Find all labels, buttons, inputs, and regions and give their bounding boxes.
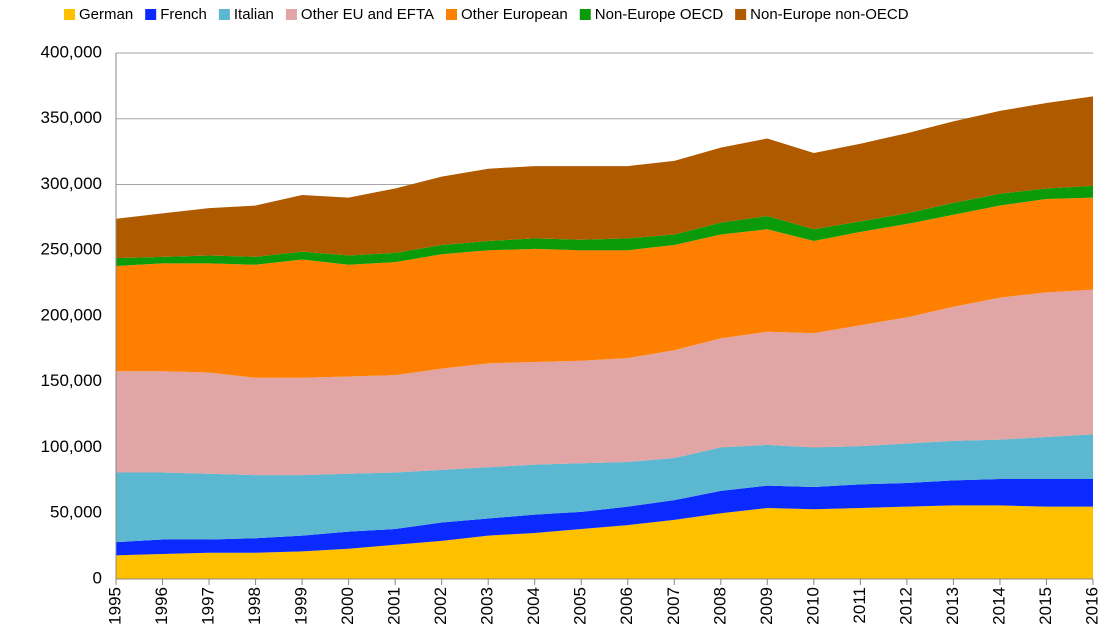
legend-swatch [218, 9, 230, 20]
x-tick-label: 2000 [338, 587, 357, 625]
y-tick-label: 300,000 [41, 174, 102, 193]
legend-label: Italian [234, 6, 274, 23]
x-tick-label: 2014 [989, 587, 1008, 625]
legend-label: French [160, 6, 207, 23]
x-tick-label: 1995 [105, 587, 124, 625]
y-tick-label: 200,000 [41, 305, 102, 324]
x-tick-label: 2007 [664, 587, 683, 625]
legend-swatch [145, 9, 157, 20]
x-tick-label: 2008 [710, 587, 729, 625]
y-tick-label: 100,000 [41, 437, 102, 456]
x-tick-label: 1996 [152, 587, 171, 625]
x-tick-label: 2010 [803, 587, 822, 625]
area [116, 479, 1093, 556]
legend-swatch [285, 9, 297, 20]
x-tick-label: 1999 [292, 587, 311, 625]
legend-swatch [64, 9, 75, 20]
x-tick-label: 2001 [385, 587, 404, 625]
area [116, 197, 1093, 378]
legend-swatch [579, 9, 591, 20]
x-tick-label: 2004 [524, 587, 543, 625]
x-tick-label: 2013 [943, 587, 962, 625]
x-tick-label: 2016 [1082, 587, 1101, 625]
legend-label: German [79, 6, 133, 23]
area [116, 505, 1093, 579]
y-tick-label: 0 [93, 568, 102, 587]
legend-swatch [446, 9, 458, 20]
area [116, 289, 1093, 476]
legend-label: Other EU and EFTA [301, 6, 434, 23]
x-tick-label: 2005 [571, 587, 590, 625]
area [116, 434, 1093, 543]
x-tick-label: 1998 [245, 587, 264, 625]
x-tick-label: 2015 [1036, 587, 1055, 625]
y-tick-label: 350,000 [41, 108, 102, 127]
legend-label: Non-Europe non-OECD [750, 6, 909, 23]
y-tick-label: 400,000 [41, 42, 102, 61]
x-tick-label: 1997 [199, 587, 218, 625]
x-tick-label: 2002 [431, 587, 450, 625]
x-tick-label: 2012 [896, 587, 915, 625]
y-tick-label: 150,000 [41, 371, 102, 390]
x-tick-label: 2011 [850, 587, 869, 624]
legend-label: Other European [461, 6, 568, 23]
legend-swatch [735, 9, 747, 20]
area [116, 96, 1093, 259]
x-tick-label: 2009 [757, 587, 776, 625]
legend-label: Non-Europe OECD [595, 6, 724, 23]
area [116, 185, 1093, 267]
y-tick-label: 250,000 [41, 240, 102, 259]
x-tick-label: 2003 [478, 587, 497, 625]
x-tick-label: 2006 [617, 587, 636, 625]
y-tick-label: 50,000 [50, 503, 102, 522]
